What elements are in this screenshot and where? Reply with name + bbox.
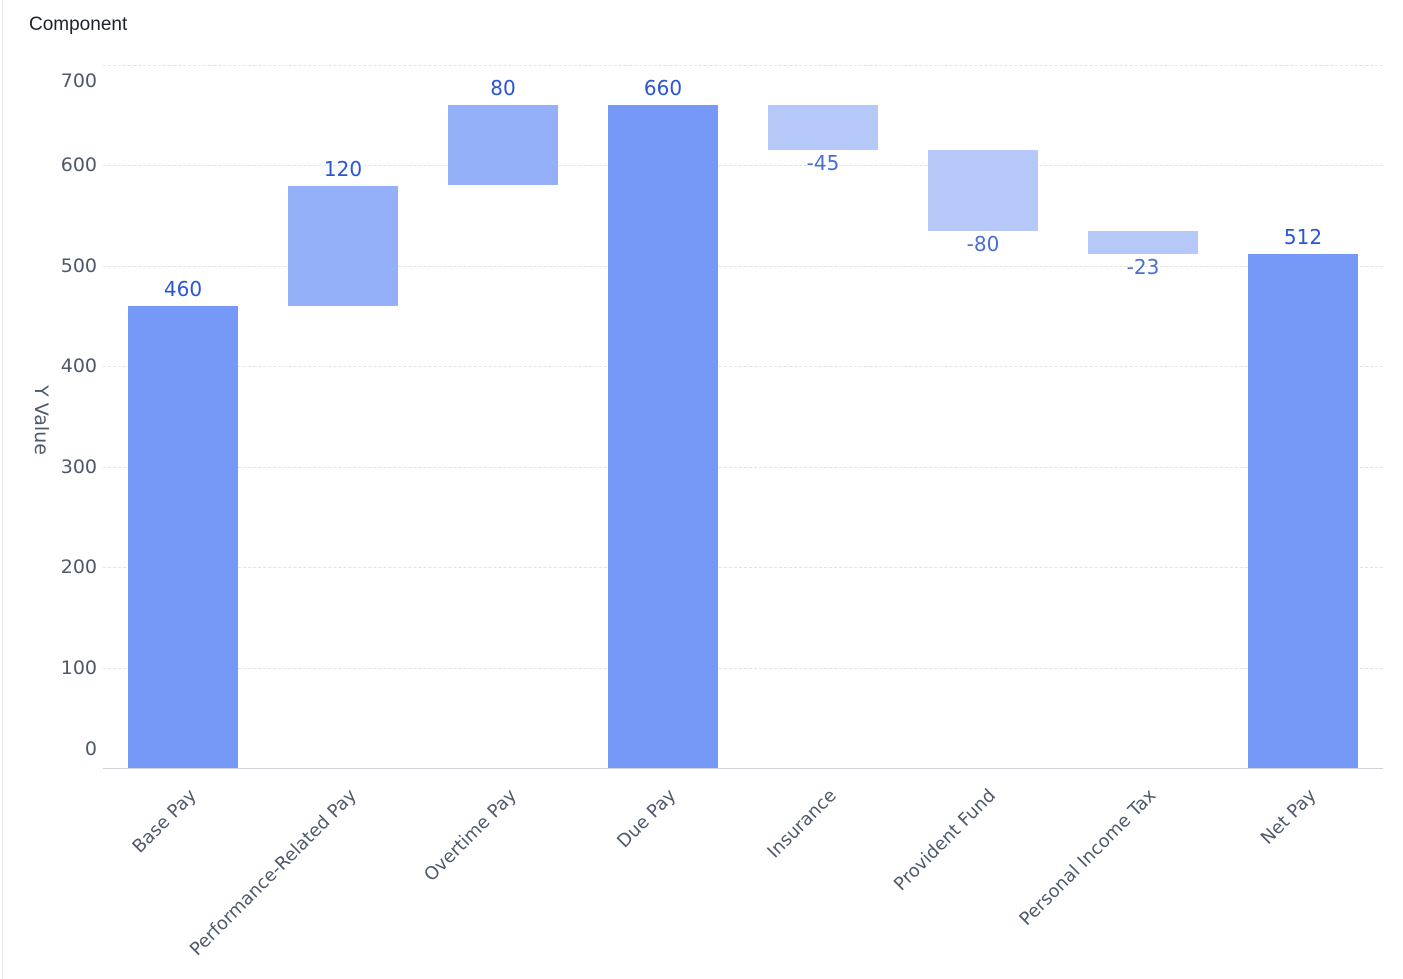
- y-tick-label: 200: [60, 556, 97, 579]
- gridline: [103, 668, 1383, 669]
- gridline: [103, 467, 1383, 468]
- gridline: [103, 266, 1383, 267]
- y-tick-label: 500: [60, 254, 97, 277]
- y-tick-label: 300: [60, 455, 97, 478]
- x-tick-label: Net Pay: [1256, 785, 1321, 849]
- gridline: [103, 567, 1383, 568]
- x-tick-label: Performance-Related Pay: [185, 785, 361, 960]
- bar-decrease[interactable]: [1088, 230, 1198, 254]
- gridline: [103, 165, 1383, 166]
- gridline: [103, 65, 1383, 66]
- x-tick-label: Provident Fund: [889, 785, 1000, 896]
- bar-value-label: 120: [323, 156, 363, 181]
- y-tick-label: 400: [60, 355, 97, 378]
- bar-total[interactable]: [128, 306, 238, 768]
- gridline: [103, 366, 1383, 367]
- y-tick-label: 600: [60, 154, 97, 177]
- x-tick-label: Due Pay: [613, 785, 681, 853]
- bar-increase[interactable]: [288, 185, 398, 306]
- bar-value-label: 512: [1283, 224, 1323, 249]
- bar-value-label: 460: [163, 277, 203, 302]
- x-axis-line: [103, 768, 1383, 769]
- y-tick-label: 100: [60, 656, 97, 679]
- x-tick-label: Overtime Pay: [420, 785, 521, 886]
- x-tick-label: Insurance: [763, 785, 841, 863]
- bar-value-label: 660: [643, 76, 683, 101]
- bar-total[interactable]: [608, 105, 718, 768]
- x-tick-label: Personal Income Tax: [1015, 785, 1161, 930]
- bar-value-label: 80: [490, 76, 516, 101]
- x-tick-label: Base Pay: [128, 785, 201, 858]
- bar-increase[interactable]: [448, 105, 558, 186]
- y-tick-label: 700: [60, 70, 97, 92]
- bar-decrease[interactable]: [768, 105, 878, 151]
- bar-value-label: -23: [1126, 254, 1160, 279]
- bar-value-label: -80: [966, 231, 1000, 256]
- chart-title: Component: [29, 14, 128, 35]
- bar-total[interactable]: [1248, 253, 1358, 768]
- y-axis-title: Y Value: [30, 385, 52, 455]
- bar-value-label: -45: [806, 151, 840, 176]
- bar-decrease[interactable]: [928, 150, 1038, 231]
- y-tick-label: 0: [84, 738, 97, 760]
- left-border: [2, 0, 3, 979]
